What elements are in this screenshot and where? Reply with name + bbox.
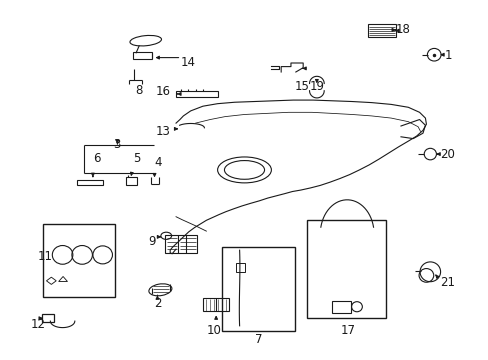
Text: 15: 15	[294, 80, 309, 93]
Text: 20: 20	[439, 148, 454, 161]
Text: 17: 17	[340, 324, 355, 337]
Text: 6: 6	[93, 152, 101, 165]
Text: 11: 11	[38, 250, 53, 263]
Bar	[222, 247, 294, 331]
Bar	[41, 314, 54, 322]
Text: 19: 19	[309, 80, 324, 93]
Text: 8: 8	[135, 84, 143, 97]
Bar	[133, 52, 151, 59]
Bar	[235, 263, 245, 272]
Bar	[176, 91, 217, 97]
Bar	[306, 220, 386, 318]
Text: 21: 21	[439, 276, 454, 289]
Text: 5: 5	[133, 152, 141, 165]
Text: 14: 14	[181, 57, 196, 69]
Text: 4: 4	[154, 156, 162, 169]
Bar	[367, 24, 395, 37]
Text: 13: 13	[155, 125, 170, 138]
Text: 10: 10	[206, 324, 221, 337]
Text: 9: 9	[148, 235, 155, 248]
Text: 1: 1	[444, 49, 451, 62]
Bar	[203, 298, 228, 311]
Text: 7: 7	[255, 333, 263, 346]
Text: 3: 3	[112, 138, 120, 150]
Text: 12: 12	[30, 318, 45, 331]
Bar	[126, 177, 137, 185]
Text: 18: 18	[395, 23, 410, 36]
Bar	[331, 301, 350, 313]
Text: 2: 2	[153, 297, 161, 310]
Bar	[165, 235, 197, 253]
Bar	[43, 224, 115, 297]
Text: 16: 16	[155, 85, 170, 98]
